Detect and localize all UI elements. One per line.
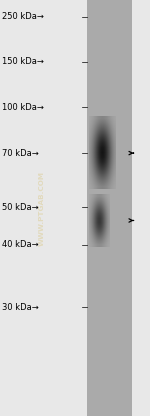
Text: 50 kDa→: 50 kDa→ bbox=[2, 203, 38, 212]
Text: 250 kDa→: 250 kDa→ bbox=[2, 12, 43, 21]
Text: 100 kDa→: 100 kDa→ bbox=[2, 103, 43, 112]
Text: 70 kDa→: 70 kDa→ bbox=[2, 149, 38, 158]
Text: WWW.PTGAB.COM: WWW.PTGAB.COM bbox=[39, 171, 45, 245]
Text: 150 kDa→: 150 kDa→ bbox=[2, 57, 43, 66]
Text: 40 kDa→: 40 kDa→ bbox=[2, 240, 38, 249]
Text: 30 kDa→: 30 kDa→ bbox=[2, 302, 38, 312]
Bar bbox=[87, 0, 132, 416]
